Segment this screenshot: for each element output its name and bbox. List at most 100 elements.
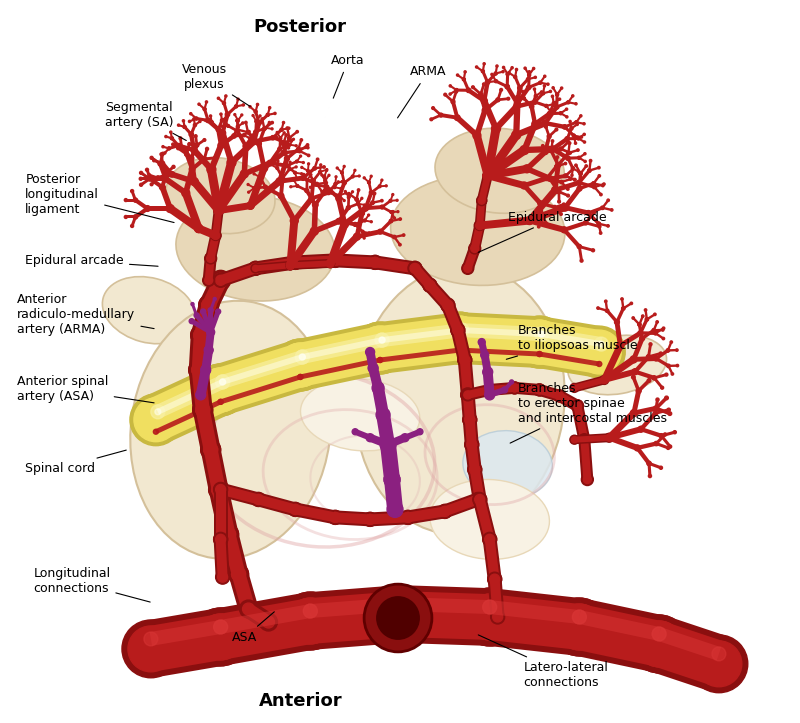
Polygon shape [279,178,285,196]
Circle shape [341,171,343,174]
Circle shape [289,161,291,163]
Polygon shape [146,609,226,677]
Circle shape [259,176,261,178]
Polygon shape [267,112,275,116]
Circle shape [266,114,269,116]
Circle shape [462,78,465,80]
Circle shape [458,353,472,367]
Circle shape [638,323,641,325]
Circle shape [384,441,392,449]
Circle shape [522,147,527,153]
Polygon shape [226,106,237,116]
Polygon shape [457,88,469,92]
Circle shape [369,364,378,372]
Circle shape [567,141,570,143]
Circle shape [455,116,459,119]
Circle shape [166,205,174,213]
Polygon shape [550,150,560,166]
Polygon shape [490,384,515,394]
Circle shape [330,255,340,265]
Circle shape [578,157,580,159]
Polygon shape [217,599,314,659]
Polygon shape [646,313,655,320]
Polygon shape [311,205,318,231]
Circle shape [216,127,221,132]
Polygon shape [206,119,212,123]
Circle shape [598,341,604,347]
Polygon shape [621,299,625,309]
Polygon shape [594,182,603,187]
Circle shape [566,137,569,140]
Polygon shape [368,176,372,183]
Polygon shape [201,448,229,492]
Circle shape [288,502,302,516]
Circle shape [290,505,300,514]
Polygon shape [669,364,678,367]
Circle shape [193,400,213,420]
Circle shape [276,178,283,185]
Ellipse shape [102,277,195,343]
Polygon shape [194,136,198,145]
Circle shape [460,355,470,365]
Circle shape [512,130,521,140]
Polygon shape [218,262,258,287]
Circle shape [285,157,289,161]
Circle shape [164,152,166,154]
Circle shape [158,162,162,166]
Circle shape [334,187,335,188]
Circle shape [455,323,469,337]
Circle shape [212,232,219,239]
Circle shape [474,132,480,138]
Circle shape [323,166,326,168]
Circle shape [158,162,162,166]
Circle shape [547,83,549,85]
Circle shape [221,119,223,121]
Circle shape [495,80,497,82]
Circle shape [654,406,658,410]
Circle shape [458,348,462,353]
Circle shape [665,373,668,376]
Circle shape [565,137,570,141]
Circle shape [237,119,239,121]
Polygon shape [376,414,395,446]
Circle shape [554,165,558,168]
Circle shape [593,182,595,184]
Polygon shape [357,229,381,239]
Polygon shape [191,179,222,213]
Circle shape [574,142,577,145]
Circle shape [226,124,230,127]
Polygon shape [293,180,298,187]
Polygon shape [442,303,464,333]
Circle shape [301,173,302,175]
Circle shape [328,510,342,524]
Circle shape [255,120,258,122]
Circle shape [180,146,183,148]
Polygon shape [371,193,376,203]
Polygon shape [546,103,554,107]
Polygon shape [236,120,239,131]
Circle shape [538,202,542,205]
Circle shape [162,162,164,165]
Circle shape [236,129,239,132]
Polygon shape [287,228,318,268]
Circle shape [217,128,220,131]
Polygon shape [579,245,594,252]
Circle shape [574,326,626,378]
Circle shape [214,207,222,215]
Polygon shape [252,115,257,121]
Polygon shape [545,127,550,137]
Circle shape [258,142,261,145]
Polygon shape [481,354,492,372]
Polygon shape [478,341,488,356]
Circle shape [598,223,600,225]
Circle shape [576,124,578,126]
Circle shape [632,317,634,319]
Polygon shape [311,191,329,200]
Circle shape [328,254,342,268]
Circle shape [162,162,164,165]
Circle shape [189,360,209,380]
Circle shape [381,205,383,208]
Circle shape [564,174,567,177]
Circle shape [560,112,562,114]
Polygon shape [556,101,569,108]
